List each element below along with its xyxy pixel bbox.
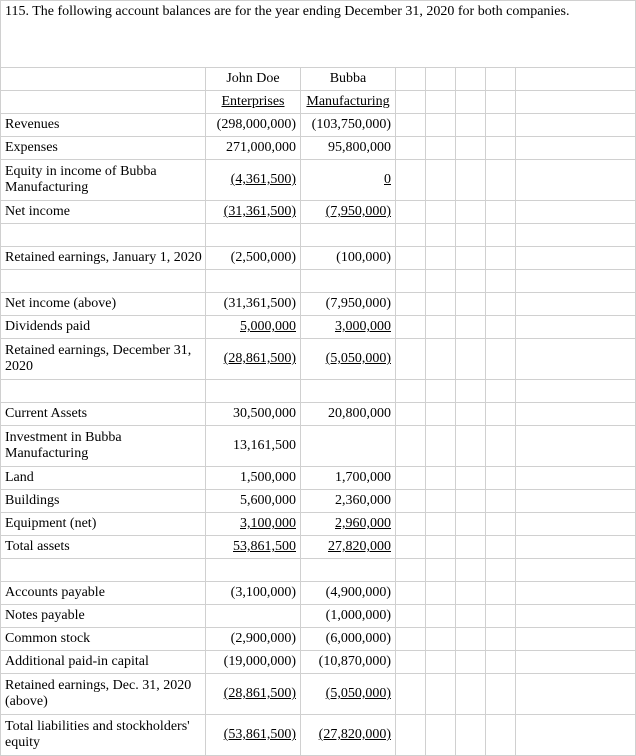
row-apic: Additional paid-in capital (19,000,000) … xyxy=(1,651,636,674)
header-row-2: Enterprises Manufacturing xyxy=(1,91,636,114)
row-re-dec31: Retained earnings, December 31, 2020 (28… xyxy=(1,339,636,380)
row-total-assets: Total assets 53,861,500 27,820,000 xyxy=(1,536,636,559)
row-net-income: Net income (31,361,500) (7,950,000) xyxy=(1,201,636,224)
row-investment: Investment in Bubba Manufacturing 13,161… xyxy=(1,426,636,467)
row-dividends: Dividends paid 5,000,000 3,000,000 xyxy=(1,316,636,339)
row-current-assets: Current Assets 30,500,000 20,800,000 xyxy=(1,403,636,426)
row-revenues: Revenues (298,000,000) (103,750,000) xyxy=(1,114,636,137)
row-expenses: Expenses 271,000,000 95,800,000 xyxy=(1,137,636,160)
row-total-liab: Total liabilities and stockholders' equi… xyxy=(1,715,636,756)
row-equity-income: Equity in income of Bubba Manufacturing … xyxy=(1,160,636,201)
row-cs: Common stock (2,900,000) (6,000,000) xyxy=(1,628,636,651)
title-row: 115. The following account balances are … xyxy=(1,1,636,24)
row-re-dec31-2: Retained earnings, Dec. 31, 2020 (above)… xyxy=(1,674,636,715)
row-net-income-above: Net income (above) (31,361,500) (7,950,0… xyxy=(1,293,636,316)
header-col2b: Manufacturing xyxy=(301,91,396,114)
header-row-1: John Doe Bubba xyxy=(1,68,636,91)
header-col1b: Enterprises xyxy=(206,91,301,114)
header-col2a: Bubba xyxy=(301,68,396,91)
row-buildings: Buildings 5,600,000 2,360,000 xyxy=(1,490,636,513)
row-np: Notes payable (1,000,000) xyxy=(1,605,636,628)
row-land: Land 1,500,000 1,700,000 xyxy=(1,467,636,490)
row-equipment: Equipment (net) 3,100,000 2,960,000 xyxy=(1,513,636,536)
balance-table: 115. The following account balances are … xyxy=(0,0,636,756)
row-re-jan1: Retained earnings, January 1, 2020 (2,50… xyxy=(1,247,636,270)
header-col1a: John Doe xyxy=(206,68,301,91)
title-text: 115. The following account balances are … xyxy=(1,1,636,24)
row-ap: Accounts payable (3,100,000) (4,900,000) xyxy=(1,582,636,605)
